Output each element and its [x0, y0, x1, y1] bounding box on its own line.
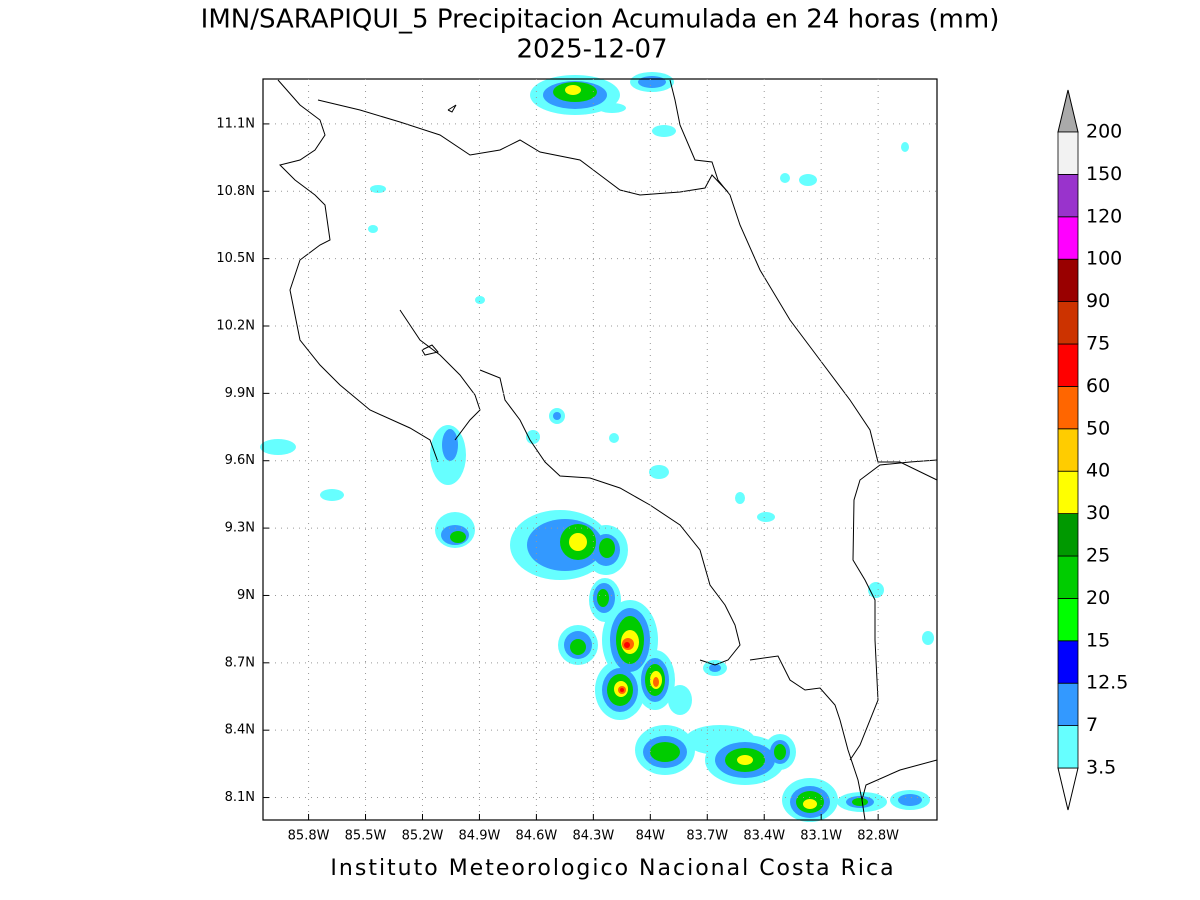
precipitation-field — [260, 72, 934, 822]
colorbar-bin — [1057, 725, 1079, 769]
x-tick-label: 84.9W — [459, 829, 501, 844]
colorbar-bin — [1057, 131, 1079, 175]
x-tick-label: 83.1W — [800, 829, 842, 844]
x-tick-label: 85.8W — [288, 829, 330, 844]
y-tick-label: 8.1N — [225, 790, 255, 805]
y-tick-label: 9N — [237, 588, 255, 603]
title: IMN/SARAPIQUI_5 Precipitacion Acumulada … — [201, 5, 1000, 35]
y-tick-label: 9.9N — [225, 386, 255, 401]
colorbar-label: 25 — [1086, 545, 1110, 567]
colorbar-bin — [1057, 555, 1079, 599]
colorbar-bin — [1057, 301, 1079, 345]
colorbar-bin — [1057, 173, 1079, 218]
colorbar-bin — [1057, 343, 1079, 387]
colorbar-bin — [1057, 682, 1079, 727]
colorbar-over — [1057, 89, 1079, 133]
colorbar-label: 120 — [1086, 205, 1122, 227]
y-tick-label: 10.5N — [216, 251, 255, 266]
y-tick-label: 8.7N — [225, 655, 255, 670]
colorbar-bin — [1057, 428, 1079, 472]
x-tick-label: 83.4W — [743, 829, 785, 844]
y-tick-label: 10.8N — [216, 184, 255, 199]
x-tick-label: 83.7W — [686, 829, 728, 844]
map-frame — [262, 78, 938, 821]
colorbar-bin — [1057, 258, 1079, 303]
colorbar-label: 12.5 — [1086, 672, 1128, 694]
x-tick-label: 84.3W — [572, 829, 614, 844]
colorbar-label: 200 — [1086, 121, 1122, 143]
colorbar-label: 75 — [1086, 333, 1110, 355]
colorbar-label: 3.5 — [1086, 757, 1116, 779]
colorbar-label: 150 — [1086, 163, 1122, 185]
colorbar-bin — [1057, 470, 1079, 515]
colorbar-under — [1057, 767, 1079, 811]
footer: Instituto Meteorologico Nacional Costa R… — [330, 856, 895, 881]
colorbar-label: 100 — [1086, 248, 1122, 270]
colorbar-bin — [1057, 513, 1079, 557]
colorbar-bin — [1057, 640, 1079, 684]
y-tick-label: 10.2N — [216, 319, 255, 334]
colorbar-label: 20 — [1086, 587, 1110, 609]
y-tick-label: 9.6N — [225, 453, 255, 468]
colorbar-bin — [1057, 598, 1079, 642]
x-tick-label: 85.5W — [345, 829, 387, 844]
colorbar-label: 15 — [1086, 629, 1110, 651]
x-tick-label: 85.2W — [402, 829, 444, 844]
x-tick-label: 84.6W — [515, 829, 557, 844]
y-tick-label: 9.3N — [225, 521, 255, 536]
x-tick-label: 84W — [636, 829, 666, 844]
y-tick-label: 11.1N — [216, 116, 255, 131]
y-tick-label: 8.4N — [225, 723, 255, 738]
colorbar-bin — [1057, 216, 1079, 260]
colorbar-label: 50 — [1086, 417, 1110, 439]
colorbar-label: 90 — [1086, 290, 1110, 312]
x-tick-label: 82.8W — [857, 829, 899, 844]
subtitle: 2025-12-07 — [516, 35, 667, 65]
colorbar-label: 7 — [1086, 714, 1098, 736]
colorbar-bin — [1057, 385, 1079, 430]
colorbar-label: 60 — [1086, 375, 1110, 397]
colorbar-label: 30 — [1086, 502, 1110, 524]
colorbar-label: 40 — [1086, 460, 1110, 482]
